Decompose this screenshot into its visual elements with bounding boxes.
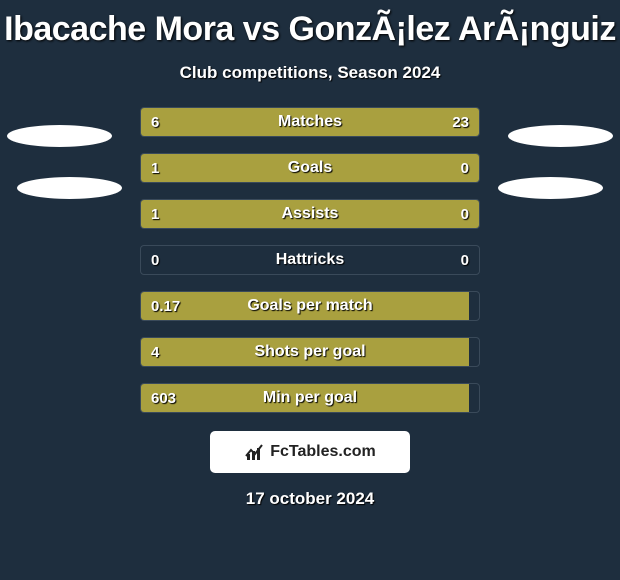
stat-value-left: 1 [151,200,159,228]
stat-label: Hattricks [141,246,479,274]
player1-club-logo-2 [17,177,122,199]
stat-row: Goals per match0.17 [140,291,480,321]
stat-value-right: 0 [461,154,469,182]
page-title: Ibacache Mora vs GonzÃ¡lez ArÃ¡nguiz [0,0,620,49]
subtitle: Club competitions, Season 2024 [0,63,620,83]
branding-badge: FcTables.com [210,431,410,473]
stat-value-left: 603 [151,384,176,412]
stat-value-right: 0 [461,246,469,274]
branding-text: FcTables.com [270,443,376,461]
stat-label: Shots per goal [141,338,479,366]
stat-value-left: 0 [151,246,159,274]
stat-row: Matches6 23 [140,107,480,137]
stat-value-right: 0 [461,200,469,228]
stat-label: Matches [141,108,479,136]
stat-label: Min per goal [141,384,479,412]
date-text: 17 october 2024 [0,489,620,509]
stat-row: Goals1 0 [140,153,480,183]
stat-value-left: 4 [151,338,159,366]
stat-value-left: 0.17 [151,292,180,320]
stats-comparison: Matches623Goals10Assists10Hattricks00Goa… [140,107,480,413]
stat-row: Shots per goal4 [140,337,480,367]
stat-label: Goals per match [141,292,479,320]
stat-label: Goals [141,154,479,182]
stat-row: Min per goal603 [140,383,480,413]
player2-club-logo-2 [498,177,603,199]
stat-row: Assists1 0 [140,199,480,229]
player1-club-logo-1 [7,125,112,147]
stat-value-right: 23 [452,108,469,136]
chart-icon [244,442,264,462]
stat-row: Hattricks0 0 [140,245,480,275]
player2-club-logo-1 [508,125,613,147]
stat-value-left: 1 [151,154,159,182]
stat-value-left: 6 [151,108,159,136]
stat-label: Assists [141,200,479,228]
